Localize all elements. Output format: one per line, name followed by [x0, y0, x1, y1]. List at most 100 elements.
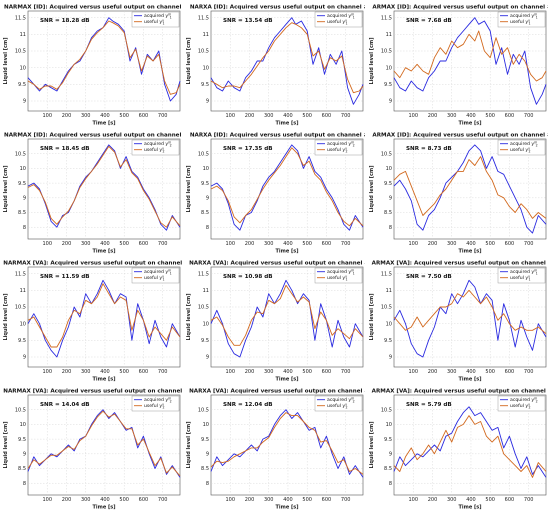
legend-box	[131, 395, 180, 412]
series-line-acquired	[210, 17, 364, 105]
legend-entry: useful yu 2	[327, 146, 348, 153]
y-tick-label: 8	[206, 481, 209, 487]
x-axis-label: Time [s]	[275, 377, 298, 383]
legend-entry: useful yu 1	[327, 18, 348, 25]
y-tick-label: 11	[20, 32, 26, 38]
x-tick-label: 700	[341, 369, 351, 375]
x-tick-label: 500	[119, 497, 129, 503]
chart-panel-7: NARMAX [VA]: Acquired versus useful outp…	[3, 261, 182, 383]
x-axis-label: Time [s]	[275, 505, 298, 511]
x-tick-label: 500	[302, 241, 312, 247]
y-tick-label: 9.5	[201, 82, 209, 88]
legend-entry: useful yu 2	[327, 402, 348, 409]
legend-entry: useful yu 2	[510, 146, 531, 153]
x-tick-label: 100	[408, 113, 418, 119]
y-tick-label: 10.5	[198, 49, 209, 55]
x-tick-label: 300	[264, 369, 274, 375]
x-tick-label: 500	[119, 241, 129, 247]
y-axis-label: Liquid level [cm]	[186, 165, 192, 212]
x-tick-label: 100	[42, 369, 52, 375]
x-tick-label: 700	[524, 497, 534, 503]
chart-panel-3: ARMAX [ID]: Acquired versus useful outpu…	[369, 5, 548, 127]
legend-entry: acquired ym 2	[510, 140, 538, 147]
y-tick-label: 10.5	[198, 151, 209, 157]
chart-panel-1: NARMAX [ID]: Acquired versus useful outp…	[3, 5, 182, 127]
y-tick-label: 8	[389, 225, 392, 231]
x-tick-label: 600	[505, 497, 515, 503]
x-tick-label: 100	[42, 113, 52, 119]
x-tick-label: 400	[100, 497, 110, 503]
chart-title: NARMAX [ID]: Acquired versus useful outp…	[4, 133, 182, 139]
x-tick-label: 600	[139, 497, 149, 503]
chart-title: ARMAX [ID]: Acquired versus useful outpu…	[372, 133, 548, 139]
legend-entry: acquired ym 2	[144, 140, 172, 147]
y-axis-label: Liquid level [cm]	[186, 37, 192, 84]
y-tick-label: 10	[203, 166, 209, 172]
x-tick-label: 600	[505, 241, 515, 247]
x-tick-label: 200	[62, 369, 72, 375]
y-tick-label: 10.5	[381, 49, 392, 55]
x-tick-label: 300	[81, 369, 91, 375]
legend-box	[314, 267, 363, 284]
y-tick-label: 8	[23, 225, 26, 231]
y-tick-label: 11	[386, 32, 392, 38]
y-axis-label: Liquid level [cm]	[186, 293, 192, 340]
y-tick-label: 9	[206, 196, 209, 202]
x-tick-label: 100	[408, 241, 418, 247]
legend-entry: acquired ym 2	[327, 140, 355, 147]
legend-entry: useful yu 1	[510, 18, 531, 25]
y-tick-label: 10	[20, 321, 26, 327]
y-tick-label: 11.5	[15, 15, 26, 21]
x-tick-label: 700	[524, 369, 534, 375]
x-tick-label: 400	[100, 113, 110, 119]
legend-entry: useful yu 1	[144, 274, 165, 281]
plot-area	[393, 266, 547, 368]
chart-title: NARXA [ID]: Acquired versus useful outpu…	[190, 5, 365, 11]
y-tick-label: 8.5	[384, 210, 392, 216]
x-tick-label: 400	[100, 369, 110, 375]
x-tick-label: 200	[428, 497, 438, 503]
x-tick-label: 700	[158, 369, 168, 375]
x-tick-label: 300	[264, 241, 274, 247]
snr-annotation: SNR = 12.04 dB	[223, 402, 273, 408]
x-tick-label: 700	[341, 241, 351, 247]
y-axis-label: Liquid level [cm]	[3, 421, 9, 468]
x-tick-label: 300	[447, 369, 457, 375]
y-tick-label: 9	[23, 452, 26, 458]
x-axis-label: Time [s]	[458, 377, 481, 383]
y-tick-label: 10	[386, 321, 392, 327]
series-line-useful	[393, 30, 547, 82]
x-tick-label: 100	[225, 113, 235, 119]
y-tick-label: 10	[386, 65, 392, 71]
plot-area	[27, 10, 181, 112]
legend-entry: acquired ym 1	[144, 12, 172, 19]
chart-title: NARMAX [ID]: Acquired versus useful outp…	[4, 5, 182, 11]
y-tick-label: 9	[389, 355, 392, 361]
plot-area	[393, 394, 547, 496]
x-axis-label: Time [s]	[92, 505, 115, 511]
y-axis-label: Liquid level [cm]	[3, 37, 9, 84]
y-tick-label: 9.5	[18, 82, 26, 88]
series-line-useful	[27, 145, 181, 228]
x-tick-label: 400	[466, 113, 476, 119]
y-tick-label: 10	[20, 65, 26, 71]
y-tick-label: 11.5	[198, 271, 209, 277]
y-tick-label: 9	[389, 452, 392, 458]
x-axis-label: Time [s]	[458, 121, 481, 127]
x-tick-label: 200	[62, 497, 72, 503]
x-tick-label: 200	[428, 369, 438, 375]
series-line-useful	[27, 283, 181, 348]
y-tick-label: 9.5	[18, 338, 26, 344]
x-tick-label: 500	[302, 369, 312, 375]
series-line-useful	[27, 20, 181, 95]
y-tick-label: 9.5	[384, 338, 392, 344]
x-tick-label: 100	[225, 241, 235, 247]
x-tick-label: 500	[485, 241, 495, 247]
x-axis-label: Time [s]	[275, 121, 298, 127]
x-tick-label: 100	[42, 497, 52, 503]
x-tick-label: 100	[408, 369, 418, 375]
x-tick-label: 400	[283, 369, 293, 375]
x-tick-label: 700	[158, 241, 168, 247]
y-tick-label: 10	[386, 166, 392, 172]
y-tick-label: 9	[23, 99, 26, 105]
